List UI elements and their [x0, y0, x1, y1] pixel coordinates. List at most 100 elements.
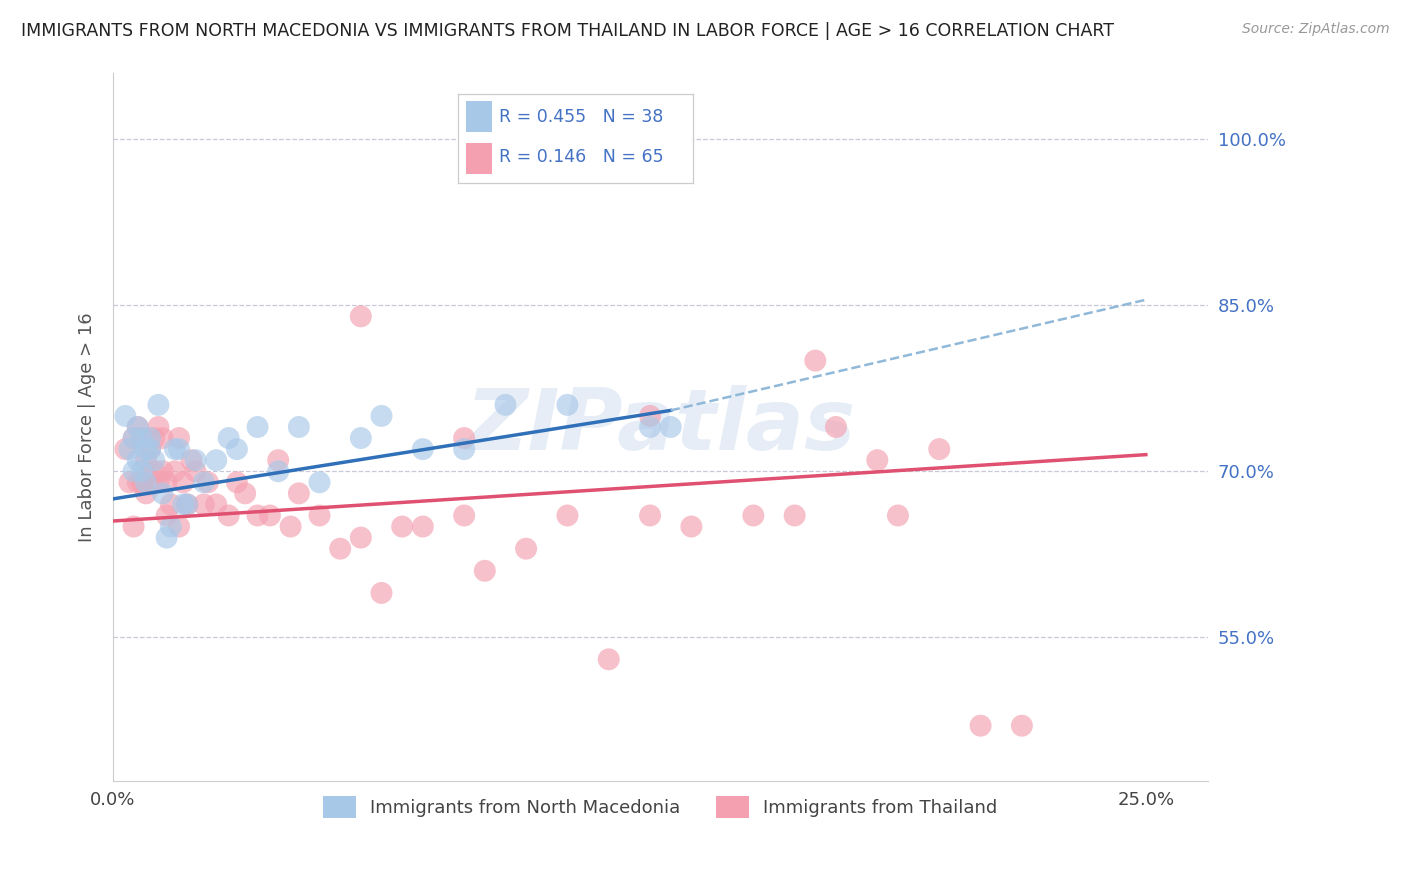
Point: [127, 420, 149, 434]
Point: [370, 586, 392, 600]
Point: [114, 409, 136, 423]
Point: [887, 508, 910, 523]
Point: [167, 442, 190, 456]
Point: [159, 498, 181, 512]
Point: [131, 431, 153, 445]
Point: [135, 453, 157, 467]
Point: [172, 475, 194, 490]
Point: [218, 431, 240, 445]
Point: [135, 486, 157, 500]
Point: [163, 464, 186, 478]
Point: [474, 564, 496, 578]
Point: [167, 431, 190, 445]
Point: [156, 475, 179, 490]
Point: [638, 409, 661, 423]
Point: [156, 508, 179, 523]
Point: [557, 508, 579, 523]
Point: [225, 442, 247, 456]
Point: [557, 398, 579, 412]
Point: [308, 508, 330, 523]
Point: [280, 519, 302, 533]
Point: [184, 453, 207, 467]
Point: [176, 498, 198, 512]
Point: [638, 420, 661, 434]
Point: [152, 431, 174, 445]
Point: [515, 144, 537, 158]
Point: [139, 431, 162, 445]
Text: ZIPatlas: ZIPatlas: [465, 385, 855, 468]
Point: [259, 508, 281, 523]
Point: [135, 475, 157, 490]
Legend: Immigrants from North Macedonia, Immigrants from Thailand: Immigrants from North Macedonia, Immigra…: [316, 789, 1005, 825]
Point: [167, 519, 190, 533]
Point: [350, 431, 373, 445]
Text: Source: ZipAtlas.com: Source: ZipAtlas.com: [1241, 22, 1389, 37]
Point: [122, 431, 145, 445]
Point: [515, 541, 537, 556]
Point: [122, 519, 145, 533]
Point: [139, 442, 162, 456]
Point: [218, 508, 240, 523]
Point: [804, 353, 827, 368]
Point: [172, 498, 194, 512]
Point: [193, 475, 215, 490]
Point: [453, 431, 475, 445]
Point: [969, 719, 991, 733]
Point: [143, 464, 166, 478]
Point: [783, 508, 806, 523]
Point: [391, 519, 413, 533]
Point: [180, 453, 202, 467]
Point: [139, 475, 162, 490]
Point: [114, 442, 136, 456]
Point: [127, 475, 149, 490]
Point: [135, 442, 157, 456]
Point: [825, 420, 848, 434]
Y-axis label: In Labor Force | Age > 16: In Labor Force | Age > 16: [79, 312, 96, 541]
Point: [122, 431, 145, 445]
Point: [152, 486, 174, 500]
Point: [866, 453, 889, 467]
Point: [412, 442, 434, 456]
Point: [233, 486, 256, 500]
Point: [139, 442, 162, 456]
Point: [193, 498, 215, 512]
Point: [131, 475, 153, 490]
Point: [267, 464, 290, 478]
Point: [205, 453, 228, 467]
Point: [152, 464, 174, 478]
Point: [1011, 719, 1033, 733]
Text: IMMIGRANTS FROM NORTH MACEDONIA VS IMMIGRANTS FROM THAILAND IN LABOR FORCE | AGE: IMMIGRANTS FROM NORTH MACEDONIA VS IMMIG…: [21, 22, 1114, 40]
Point: [453, 508, 475, 523]
Point: [148, 420, 170, 434]
Point: [370, 409, 392, 423]
Point: [184, 464, 207, 478]
Point: [453, 442, 475, 456]
Point: [638, 508, 661, 523]
Point: [148, 475, 170, 490]
Point: [494, 398, 516, 412]
Point: [205, 498, 228, 512]
Point: [288, 420, 311, 434]
Point: [131, 431, 153, 445]
Point: [225, 475, 247, 490]
Point: [143, 431, 166, 445]
Point: [267, 453, 290, 467]
Point: [156, 531, 179, 545]
Point: [246, 508, 269, 523]
Point: [288, 486, 311, 500]
Point: [163, 442, 186, 456]
Point: [148, 398, 170, 412]
Point: [329, 541, 352, 556]
Point: [127, 453, 149, 467]
Point: [598, 652, 620, 666]
Point: [131, 464, 153, 478]
Point: [412, 519, 434, 533]
Point: [350, 310, 373, 324]
Point: [246, 420, 269, 434]
Point: [122, 464, 145, 478]
Point: [928, 442, 950, 456]
Point: [308, 475, 330, 490]
Point: [118, 475, 141, 490]
Point: [197, 475, 219, 490]
Point: [350, 531, 373, 545]
